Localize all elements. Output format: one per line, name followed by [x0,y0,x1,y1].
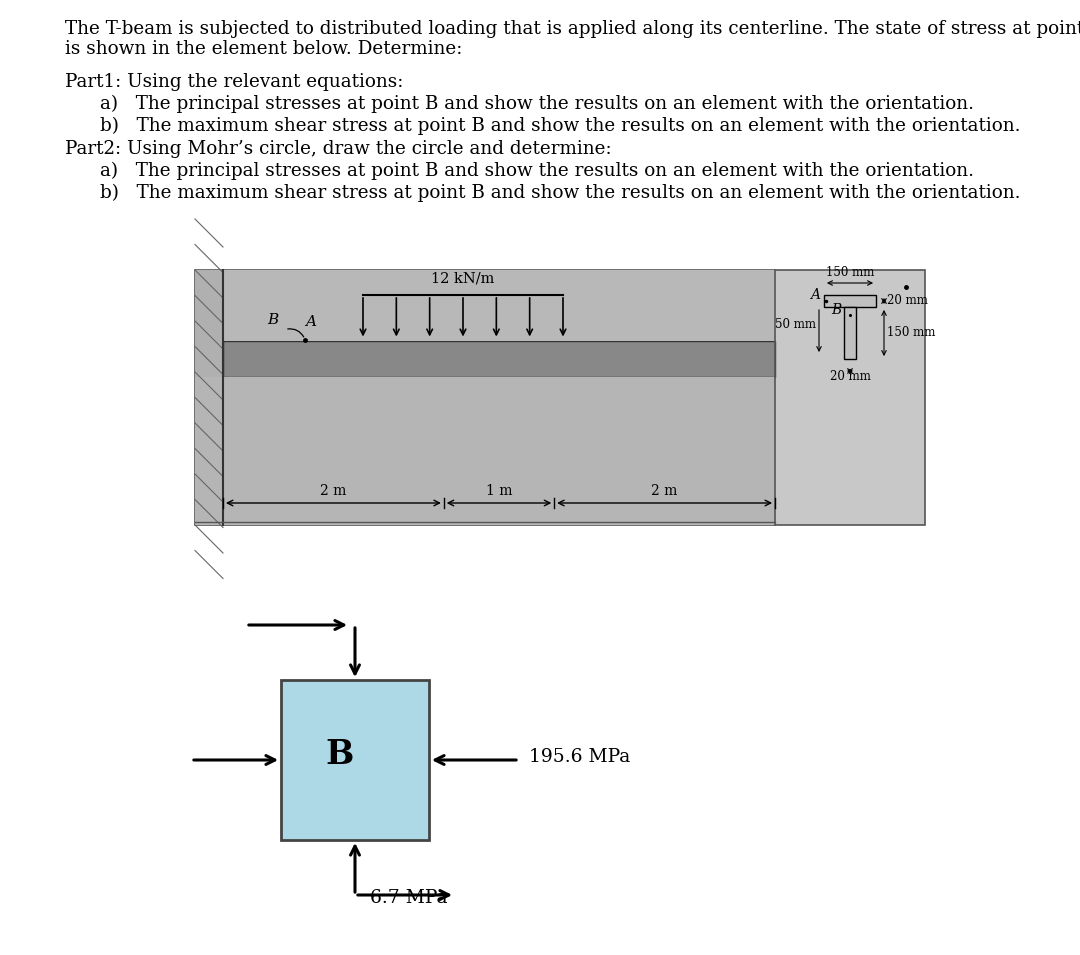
Text: 195.6 MPa: 195.6 MPa [529,748,631,766]
Text: The T-beam is subjected to distributed loading that is applied along its centerl: The T-beam is subjected to distributed l… [65,20,1080,38]
Text: 2 m: 2 m [651,484,678,498]
Text: Part1: Using the relevant equations:: Part1: Using the relevant equations: [65,73,403,91]
Text: B: B [326,738,354,772]
Text: 150 mm: 150 mm [887,327,935,339]
Text: A: A [306,315,316,329]
Text: B: B [831,303,841,317]
Text: 150 mm: 150 mm [826,266,874,279]
Text: a)   The principal stresses at point B and show the results on an element with t: a) The principal stresses at point B and… [100,162,974,180]
Text: b)   The maximum shear stress at point B and show the results on an element with: b) The maximum shear stress at point B a… [100,184,1021,202]
Bar [222,341,775,377]
Bar [195,270,222,525]
Bar [195,377,775,525]
Text: A: A [810,288,820,302]
Bar [843,307,856,359]
Text: a)   The principal stresses at point B and show the results on an element with t: a) The principal stresses at point B and… [100,95,974,114]
Text: 2 m: 2 m [320,484,347,498]
Text: is shown in the element below. Determine:: is shown in the element below. Determine… [65,40,462,58]
Text: B: B [268,313,279,328]
Text: Part2: Using Mohr’s circle, draw the circle and determine:: Part2: Using Mohr’s circle, draw the cir… [65,140,611,158]
Bar [824,295,876,307]
Bar [195,270,924,525]
Text: 6.7 MPa: 6.7 MPa [370,889,447,907]
Bar [281,680,429,840]
Text: 12 kN/m: 12 kN/m [431,271,495,285]
Bar [222,270,775,341]
Text: 20 mm: 20 mm [829,370,870,383]
Text: 50 mm: 50 mm [775,318,816,330]
Text: b)   The maximum shear stress at point B and show the results on an element with: b) The maximum shear stress at point B a… [100,117,1021,136]
Text: 1 m: 1 m [486,484,512,498]
Text: 20 mm: 20 mm [887,294,928,308]
